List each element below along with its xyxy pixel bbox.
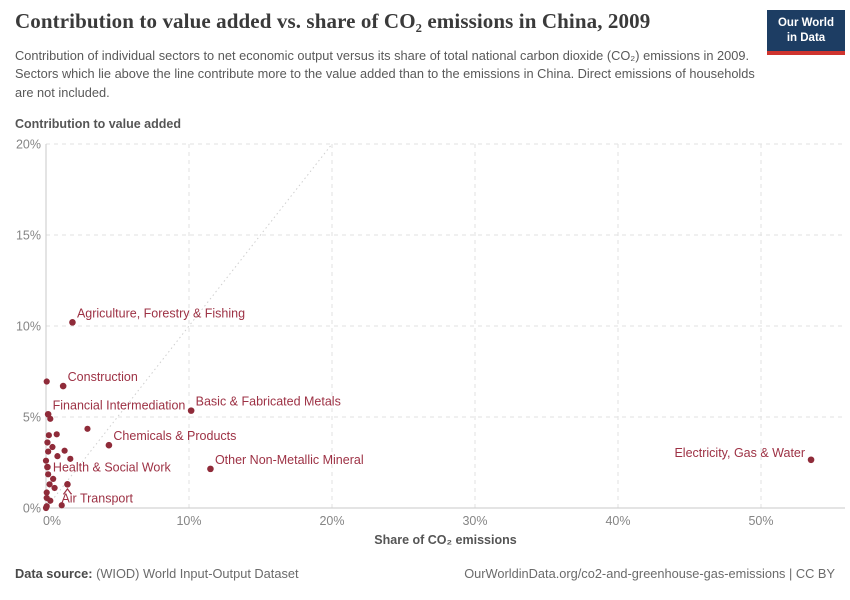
x-tick-label: 20%: [319, 514, 344, 528]
footer: Data source: (WIOD) World Input-Output D…: [15, 566, 835, 581]
x-tick-label: 0%: [43, 514, 61, 528]
data-point[interactable]: [64, 481, 71, 488]
data-point[interactable]: [53, 431, 60, 438]
data-point[interactable]: [58, 502, 65, 509]
point-label[interactable]: Financial Intermediation: [53, 398, 186, 412]
data-point[interactable]: [84, 425, 91, 432]
point-label[interactable]: Air Transport: [61, 491, 133, 505]
data-point[interactable]: [59, 382, 67, 390]
data-point[interactable]: [105, 441, 113, 449]
data-source: Data source: (WIOD) World Input-Output D…: [15, 566, 299, 581]
data-point[interactable]: [43, 489, 50, 496]
data-point[interactable]: [49, 443, 56, 451]
data-point[interactable]: [47, 497, 54, 504]
x-tick-label: 30%: [462, 514, 487, 528]
x-tick-label: 40%: [605, 514, 630, 528]
data-point[interactable]: [44, 463, 51, 471]
equal-share-reference-line: [45, 143, 333, 509]
data-point[interactable]: [42, 457, 50, 464]
owid-logo[interactable]: Our World in Data: [767, 10, 845, 55]
point-label[interactable]: Other Non-Metallic Mineral: [215, 453, 364, 467]
data-source-text: (WIOD) World Input-Output Dataset: [92, 566, 299, 581]
caret-up-icon: [62, 487, 72, 495]
y-tick-label: 5%: [23, 411, 41, 425]
owid-link[interactable]: OurWorldinData.org/co2-and-greenhouse-ga…: [464, 566, 835, 581]
data-point[interactable]: [67, 455, 74, 462]
point-label[interactable]: Construction: [68, 370, 138, 384]
data-point[interactable]: [807, 456, 815, 464]
data-point[interactable]: [42, 504, 50, 512]
data-point[interactable]: [50, 475, 57, 482]
data-point[interactable]: [54, 453, 61, 460]
data-point[interactable]: [187, 407, 195, 414]
x-tick-label: 50%: [748, 514, 773, 528]
data-point[interactable]: [44, 439, 51, 446]
data-point[interactable]: [44, 410, 52, 418]
y-tick-label: 0%: [23, 502, 41, 516]
data-point[interactable]: [45, 471, 52, 478]
point-label[interactable]: Agriculture, Forestry & Fishing: [77, 306, 245, 320]
data-point[interactable]: [51, 484, 58, 492]
data-point[interactable]: [61, 447, 68, 454]
y-axis-title: Contribution to value added: [15, 117, 181, 131]
data-point[interactable]: [45, 432, 52, 439]
y-tick-label: 15%: [16, 229, 41, 243]
point-label[interactable]: Electricity, Gas & Water: [674, 446, 805, 460]
owid-logo-line2: in Data: [786, 31, 826, 44]
data-point[interactable]: [45, 448, 52, 455]
data-point[interactable]: [46, 481, 53, 488]
chart-subtitle: Contribution of individual sectors to ne…: [15, 48, 755, 100]
data-point[interactable]: [43, 378, 50, 385]
point-label[interactable]: Basic & Fabricated Metals: [196, 395, 341, 409]
x-axis-title: Share of CO₂ emissions: [374, 533, 517, 547]
x-tick-label: 10%: [176, 514, 201, 528]
data-point[interactable]: [207, 465, 214, 473]
point-label[interactable]: Chemicals & Products: [113, 429, 236, 443]
data-point[interactable]: [69, 319, 76, 326]
y-tick-label: 10%: [16, 320, 41, 334]
data-source-label: Data source:: [15, 566, 93, 581]
owid-logo-line1: Our World: [777, 17, 834, 29]
point-label[interactable]: Health & Social Work: [53, 461, 172, 475]
y-tick-label: 20%: [16, 138, 41, 152]
chart-title: Contribution to value added vs. share of…: [15, 9, 651, 33]
